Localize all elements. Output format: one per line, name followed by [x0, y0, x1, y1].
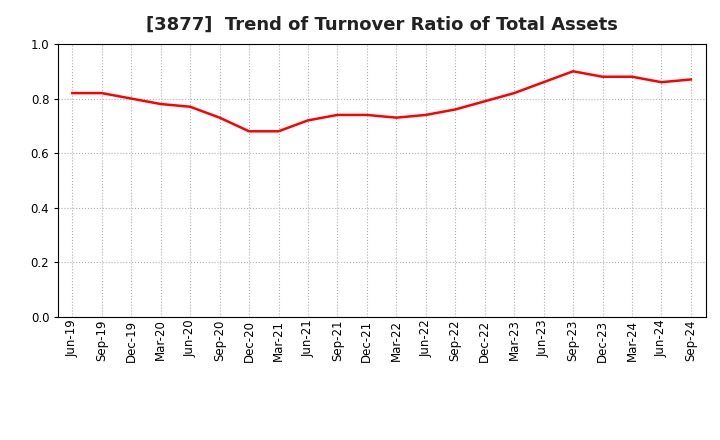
- Title: [3877]  Trend of Turnover Ratio of Total Assets: [3877] Trend of Turnover Ratio of Total …: [145, 16, 618, 34]
